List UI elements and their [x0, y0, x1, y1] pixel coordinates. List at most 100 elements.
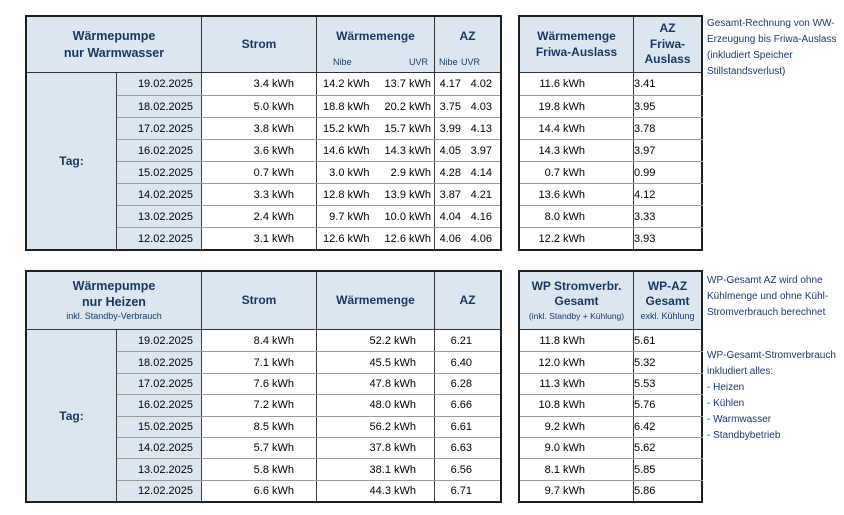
- table-title-warmwasser[interactable]: Wärmepumpe nur Warmwasser: [27, 17, 202, 72]
- friwa-waermemenge-cell[interactable]: 13.6 kWh: [520, 184, 634, 205]
- strom-cell[interactable]: 3.3 kWh: [202, 184, 317, 205]
- date-cell[interactable]: 13.02.2025: [117, 459, 202, 480]
- strom-cell[interactable]: 3.1 kWh: [202, 228, 317, 249]
- waermemenge-cell[interactable]: 44.3 kWh: [317, 480, 435, 502]
- waermemenge-cell[interactable]: 18.8 kWh 20.2 kWh: [317, 96, 435, 117]
- az-cell[interactable]: 6.28: [450, 377, 472, 390]
- gesamt-az-cell[interactable]: 5.76: [634, 399, 656, 412]
- friwa-az-cell[interactable]: 3.97: [634, 144, 656, 157]
- az-cell[interactable]: 6.21: [450, 334, 472, 347]
- waermemenge-cell[interactable]: 38.1 kWh: [317, 459, 435, 480]
- friwa-waermemenge-cell[interactable]: 12.2 kWh: [520, 228, 634, 249]
- waermemenge-cell[interactable]: 37.8 kWh: [317, 437, 435, 459]
- strom-cell[interactable]: 7.1 kWh: [202, 352, 317, 373]
- strom-cell[interactable]: 5.8 kWh: [202, 459, 317, 480]
- friwa-waermemenge-cell[interactable]: 19.8 kWh: [520, 96, 634, 117]
- az-cell[interactable]: 3.99 4.13: [435, 118, 500, 139]
- col-header-waermemenge[interactable]: Wärmemenge Nibe UVR: [317, 17, 435, 72]
- gesamt-strom-cell[interactable]: 9.2 kWh: [520, 416, 634, 437]
- friwa-waermemenge-cell[interactable]: 8.0 kWh: [520, 206, 634, 227]
- col-header-waermemenge-friwa[interactable]: Wärmemenge Friwa-Auslass: [520, 17, 634, 72]
- waermemenge-cell[interactable]: 9.7 kWh 10.0 kWh: [317, 206, 435, 227]
- strom-cell[interactable]: 7.2 kWh: [202, 395, 317, 416]
- gesamt-az-cell[interactable]: 5.53: [634, 377, 656, 390]
- col-header-az[interactable]: AZ: [435, 272, 500, 329]
- date-cell[interactable]: 19.02.2025: [117, 73, 202, 95]
- date-cell[interactable]: 16.02.2025: [117, 395, 202, 416]
- date-cell[interactable]: 14.02.2025: [117, 437, 202, 459]
- gesamt-strom-cell[interactable]: 11.8 kWh: [520, 330, 634, 352]
- gesamt-strom-cell[interactable]: 8.1 kWh: [520, 459, 634, 480]
- az-cell[interactable]: 4.05 3.97: [435, 140, 500, 161]
- az-cell[interactable]: 4.04 4.16: [435, 206, 500, 227]
- gesamt-az-cell[interactable]: 6.42: [634, 420, 656, 433]
- az-cell[interactable]: 4.17 4.02: [435, 73, 500, 95]
- az-cell[interactable]: 3.75 4.03: [435, 96, 500, 117]
- az-cell[interactable]: 4.06 4.06: [435, 228, 500, 249]
- strom-cell[interactable]: 5.0 kWh: [202, 96, 317, 117]
- strom-cell[interactable]: 2.4 kWh: [202, 206, 317, 227]
- az-cell[interactable]: 6.66: [450, 399, 472, 412]
- gesamt-strom-cell[interactable]: 10.8 kWh: [520, 395, 634, 416]
- az-cell[interactable]: 4.28 4.14: [435, 162, 500, 183]
- col-header-wp-stromverbrauch[interactable]: WP Stromverbr. Gesamt (inkl. Standby + K…: [520, 272, 634, 329]
- friwa-az-cell[interactable]: 4.12: [634, 188, 656, 201]
- gesamt-az-cell[interactable]: 5.62: [634, 442, 656, 455]
- strom-cell[interactable]: 3.4 kWh: [202, 73, 317, 95]
- waermemenge-cell[interactable]: 12.8 kWh 13.9 kWh: [317, 184, 435, 205]
- gesamt-strom-cell[interactable]: 12.0 kWh: [520, 352, 634, 373]
- strom-cell[interactable]: 3.8 kWh: [202, 118, 317, 139]
- waermemenge-cell[interactable]: 52.2 kWh: [317, 330, 435, 352]
- az-cell[interactable]: 6.56: [450, 463, 472, 476]
- date-cell[interactable]: 16.02.2025: [117, 140, 202, 161]
- waermemenge-cell[interactable]: 47.8 kWh: [317, 373, 435, 395]
- col-header-az-friwa[interactable]: AZ Friwa- Auslass: [634, 17, 701, 72]
- gesamt-az-cell[interactable]: 5.32: [634, 356, 656, 369]
- friwa-az-cell[interactable]: 3.95: [634, 100, 656, 113]
- friwa-az-cell[interactable]: 3.93: [634, 232, 656, 245]
- gesamt-az-cell[interactable]: 5.86: [634, 484, 656, 497]
- gesamt-az-cell[interactable]: 5.85: [634, 463, 656, 476]
- date-cell[interactable]: 12.02.2025: [117, 228, 202, 249]
- friwa-waermemenge-cell[interactable]: 11.6 kWh: [520, 73, 634, 95]
- strom-cell[interactable]: 7.6 kWh: [202, 373, 317, 395]
- waermemenge-cell[interactable]: 45.5 kWh: [317, 352, 435, 373]
- strom-cell[interactable]: 5.7 kWh: [202, 437, 317, 459]
- col-header-strom[interactable]: Strom: [202, 17, 317, 72]
- date-cell[interactable]: 13.02.2025: [117, 206, 202, 227]
- waermemenge-cell[interactable]: 12.6 kWh 12.6 kWh: [317, 228, 435, 249]
- tag-label-cell[interactable]: Tag:: [27, 330, 117, 502]
- waermemenge-cell[interactable]: 14.2 kWh 13.7 kWh: [317, 73, 435, 95]
- date-cell[interactable]: 12.02.2025: [117, 480, 202, 502]
- gesamt-strom-cell[interactable]: 11.3 kWh: [520, 373, 634, 395]
- friwa-waermemenge-cell[interactable]: 14.3 kWh: [520, 140, 634, 161]
- col-header-waermemenge[interactable]: Wärmemenge: [317, 272, 435, 329]
- waermemenge-cell[interactable]: 3.0 kWh 2.9 kWh: [317, 162, 435, 183]
- date-cell[interactable]: 15.02.2025: [117, 162, 202, 183]
- waermemenge-cell[interactable]: 56.2 kWh: [317, 416, 435, 437]
- date-cell[interactable]: 17.02.2025: [117, 118, 202, 139]
- date-cell[interactable]: 18.02.2025: [117, 352, 202, 373]
- date-cell[interactable]: 15.02.2025: [117, 416, 202, 437]
- friwa-az-cell[interactable]: 3.33: [634, 210, 656, 223]
- waermemenge-cell[interactable]: 48.0 kWh: [317, 395, 435, 416]
- friwa-waermemenge-cell[interactable]: 0.7 kWh: [520, 162, 634, 183]
- tag-label-cell[interactable]: Tag:: [27, 73, 117, 249]
- col-header-strom[interactable]: Strom: [202, 272, 317, 329]
- table-title-heizen[interactable]: Wärmepumpe nur Heizen inkl. Standby-Verb…: [27, 272, 202, 329]
- date-cell[interactable]: 19.02.2025: [117, 330, 202, 352]
- gesamt-az-cell[interactable]: 5.61: [634, 334, 656, 347]
- waermemenge-cell[interactable]: 14.6 kWh 14.3 kWh: [317, 140, 435, 161]
- col-header-wp-az[interactable]: WP-AZ Gesamt exkl. Kühlung: [634, 272, 701, 329]
- date-cell[interactable]: 18.02.2025: [117, 96, 202, 117]
- date-cell[interactable]: 17.02.2025: [117, 373, 202, 395]
- gesamt-strom-cell[interactable]: 9.0 kWh: [520, 437, 634, 459]
- strom-cell[interactable]: 8.4 kWh: [202, 330, 317, 352]
- gesamt-strom-cell[interactable]: 9.7 kWh: [520, 480, 634, 502]
- date-cell[interactable]: 14.02.2025: [117, 184, 202, 205]
- az-cell[interactable]: 6.61: [450, 420, 472, 433]
- az-cell[interactable]: 6.71: [450, 484, 472, 497]
- friwa-az-cell[interactable]: 0.99: [634, 166, 656, 179]
- col-header-az[interactable]: AZ Nibe UVR: [435, 17, 500, 72]
- waermemenge-cell[interactable]: 15.2 kWh 15.7 kWh: [317, 118, 435, 139]
